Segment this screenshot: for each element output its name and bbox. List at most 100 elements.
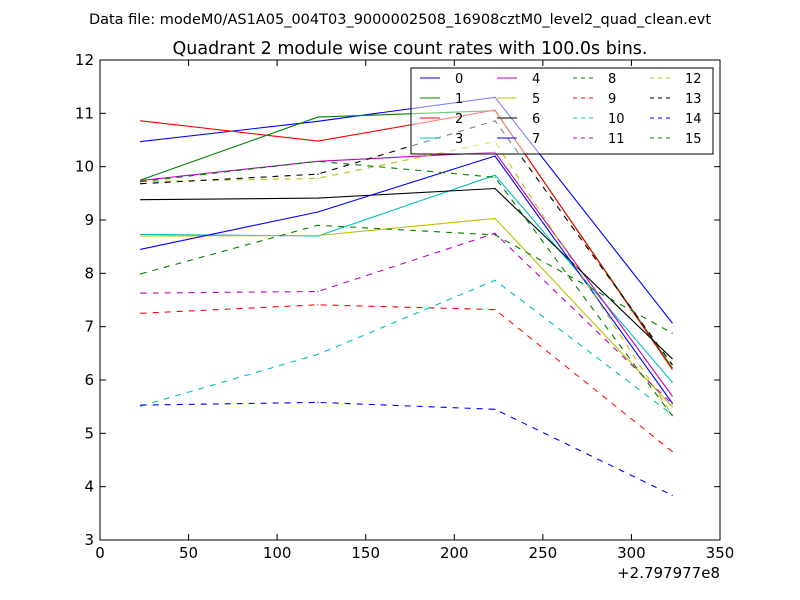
legend-label-2: 2 bbox=[455, 112, 463, 127]
legend-label-1: 1 bbox=[455, 92, 463, 107]
series-line-11 bbox=[140, 232, 673, 405]
y-tick-label-10: 10 bbox=[75, 158, 94, 176]
data-point-15-2 bbox=[494, 176, 496, 178]
legend-label-6: 6 bbox=[532, 112, 540, 127]
data-point-8-2 bbox=[494, 234, 496, 236]
data-point-4-0 bbox=[140, 179, 142, 182]
data-point-14-3 bbox=[671, 494, 673, 496]
legend-label-4: 4 bbox=[532, 72, 540, 87]
data-point-15-0 bbox=[140, 181, 142, 183]
chart-title: Quadrant 2 module wise count rates with … bbox=[173, 39, 648, 59]
legend-label-3: 3 bbox=[455, 132, 463, 147]
x-tick-label-300: 300 bbox=[617, 544, 646, 562]
data-point-6-3 bbox=[671, 358, 673, 360]
data-point-5-0 bbox=[140, 235, 142, 237]
data-point-3-3 bbox=[671, 381, 673, 383]
data-point-11-3 bbox=[671, 403, 673, 405]
y-tick-label-12: 12 bbox=[75, 51, 94, 69]
series-line-9 bbox=[140, 304, 673, 452]
series-line-3 bbox=[140, 174, 673, 383]
data-point-0-1 bbox=[317, 120, 319, 122]
data-point-2-0 bbox=[140, 120, 142, 122]
data-point-1-1 bbox=[317, 116, 319, 118]
x-offset-label: +2.797977e8 bbox=[617, 564, 720, 582]
series-line-14 bbox=[140, 401, 673, 496]
data-point-10-0 bbox=[140, 405, 142, 407]
series-line-5 bbox=[140, 217, 673, 408]
x-tick-label-250: 250 bbox=[529, 544, 558, 562]
legend-label-10: 10 bbox=[608, 112, 625, 127]
x-tick-label-100: 100 bbox=[263, 544, 292, 562]
legend-label-8: 8 bbox=[608, 72, 616, 87]
data-point-14-1 bbox=[317, 401, 319, 403]
data-point-0-0 bbox=[140, 141, 142, 143]
series-line-2 bbox=[140, 109, 673, 370]
data-point-5-3 bbox=[671, 406, 673, 408]
data-point-7-3 bbox=[671, 402, 673, 404]
data-point-14-0 bbox=[140, 404, 142, 406]
data-point-11-2 bbox=[494, 232, 496, 234]
data-point-2-3 bbox=[671, 368, 673, 370]
y-tick-label-3: 3 bbox=[84, 531, 94, 549]
data-point-3-0 bbox=[140, 233, 142, 235]
series-line-10 bbox=[140, 279, 673, 416]
data-point-4-3 bbox=[671, 395, 673, 397]
y-tick-label-9: 9 bbox=[84, 211, 94, 229]
legend-label-7: 7 bbox=[532, 132, 540, 147]
data-point-13-1 bbox=[317, 173, 319, 175]
plot-frame bbox=[99, 59, 721, 541]
y-tick-label-5: 5 bbox=[84, 424, 94, 442]
data-point-13-3 bbox=[671, 363, 673, 366]
x-tick-label-0: 0 bbox=[95, 544, 105, 562]
data-point-7-2 bbox=[494, 155, 496, 157]
data-point-5-1 bbox=[317, 234, 319, 237]
data-point-11-1 bbox=[317, 290, 319, 293]
legend-label-11: 11 bbox=[608, 132, 625, 147]
data-point-5-2 bbox=[494, 217, 496, 219]
data-point-15-1 bbox=[317, 160, 319, 162]
data-point-10-1 bbox=[317, 353, 319, 355]
data-point-6-2 bbox=[494, 187, 496, 190]
series-line-12 bbox=[140, 140, 673, 416]
legend-label-5: 5 bbox=[532, 92, 540, 107]
data-point-9-3 bbox=[671, 450, 673, 453]
legend-label-12: 12 bbox=[685, 72, 702, 87]
data-point-9-2 bbox=[494, 309, 496, 311]
series-line-15 bbox=[140, 160, 673, 417]
data-point-6-1 bbox=[317, 197, 319, 199]
series-layer bbox=[140, 96, 673, 496]
y-tick-label-8: 8 bbox=[84, 264, 94, 282]
y-tick-label-6: 6 bbox=[84, 371, 94, 389]
data-point-8-1 bbox=[317, 224, 319, 226]
chart-suptitle: Data file: modeM0/AS1A05_004T03_90000025… bbox=[89, 12, 711, 28]
data-point-9-0 bbox=[140, 312, 142, 314]
legend-label-15: 15 bbox=[685, 132, 702, 147]
data-point-3-2 bbox=[494, 174, 496, 176]
data-point-6-0 bbox=[140, 199, 142, 201]
x-tick-label-350: 350 bbox=[706, 544, 735, 562]
data-point-7-1 bbox=[317, 211, 319, 213]
legend-label-14: 14 bbox=[685, 112, 702, 127]
data-point-11-0 bbox=[140, 292, 142, 294]
y-tick-label-11: 11 bbox=[75, 104, 94, 122]
data-point-0-3 bbox=[671, 322, 673, 324]
data-point-8-3 bbox=[671, 332, 673, 334]
data-point-14-2 bbox=[494, 408, 496, 410]
data-point-12-1 bbox=[317, 177, 319, 179]
data-point-2-1 bbox=[317, 140, 319, 142]
data-point-13-0 bbox=[140, 183, 142, 185]
data-point-7-0 bbox=[140, 248, 142, 250]
legend-label-9: 9 bbox=[608, 92, 616, 107]
x-tick-label-50: 50 bbox=[179, 544, 198, 562]
y-tick-label-4: 4 bbox=[84, 478, 94, 496]
series-line-13 bbox=[140, 120, 673, 365]
data-point-10-2 bbox=[494, 279, 496, 281]
legend-label-13: 13 bbox=[685, 92, 702, 107]
data-point-15-3 bbox=[671, 415, 673, 417]
x-tick-label-200: 200 bbox=[440, 544, 469, 562]
data-point-8-0 bbox=[140, 273, 142, 275]
x-tick-label-150: 150 bbox=[351, 544, 380, 562]
series-line-6 bbox=[140, 187, 673, 360]
